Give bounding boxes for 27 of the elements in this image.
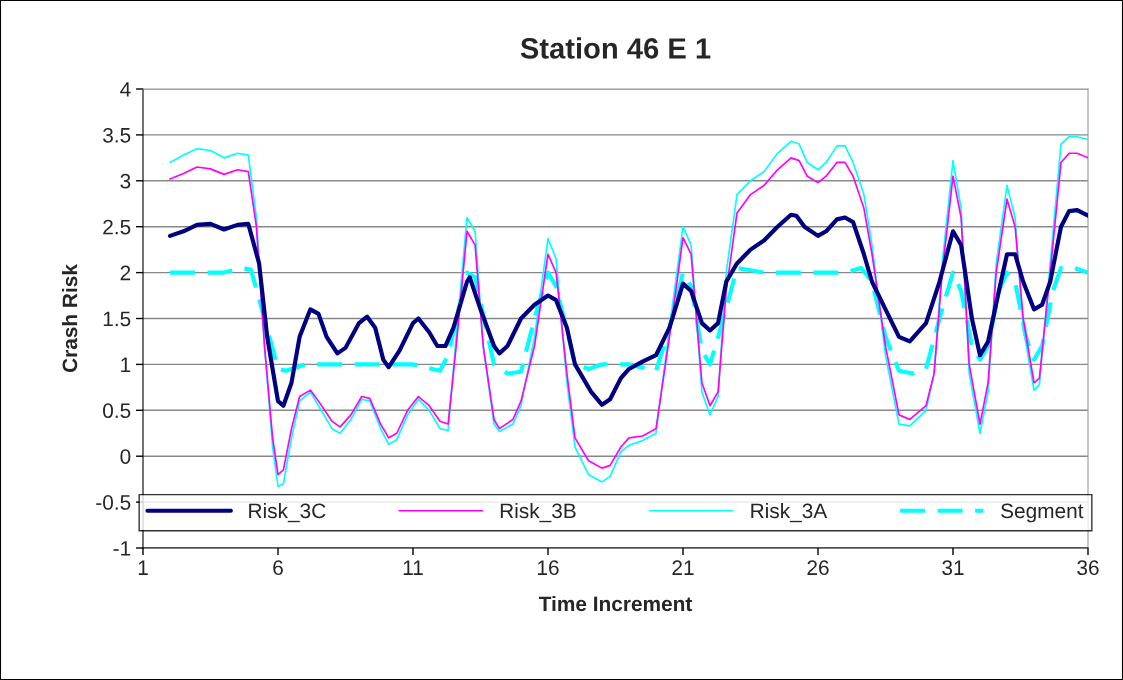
line-series [167, 208, 1088, 408]
legend-label: Risk_3C [249, 502, 326, 523]
x-tick-label: 26 [807, 560, 829, 576]
y-tick-label: 1.5 [103, 311, 131, 327]
legend-label: Risk_3B [500, 502, 576, 523]
y-axis-title: Crash Risk [61, 264, 78, 373]
legend-label: Segment [1001, 503, 1084, 523]
x-tick-label: 6 [273, 560, 283, 576]
x-axis-title: Time Increment [538, 595, 693, 612]
y-tick-label: 1 [121, 357, 131, 372]
x-tick-label: 31 [942, 560, 964, 576]
chart-title: Station 46 E 1 [520, 37, 711, 59]
x-tick-label: 36 [1077, 560, 1099, 576]
y-tick-label: 0 [120, 449, 131, 464]
y-tick-label: 2.5 [103, 219, 131, 235]
x-tick-label: 11 [403, 560, 423, 575]
y-tick-label: 0.5 [103, 403, 131, 419]
x-tick-label: 16 [538, 560, 559, 576]
y-tick-label: 4 [120, 82, 131, 97]
x-tick-label: 1 [138, 560, 148, 575]
y-tick-label: 3 [120, 173, 131, 189]
y-tick-label: -0.5 [96, 495, 131, 510]
x-tick-label: 21 [672, 560, 694, 575]
y-tick-label: 2 [120, 265, 131, 281]
legend-label: Risk_3A [751, 502, 828, 523]
y-tick-label: -1 [113, 541, 131, 556]
y-tick-label: 3.5 [103, 127, 131, 143]
